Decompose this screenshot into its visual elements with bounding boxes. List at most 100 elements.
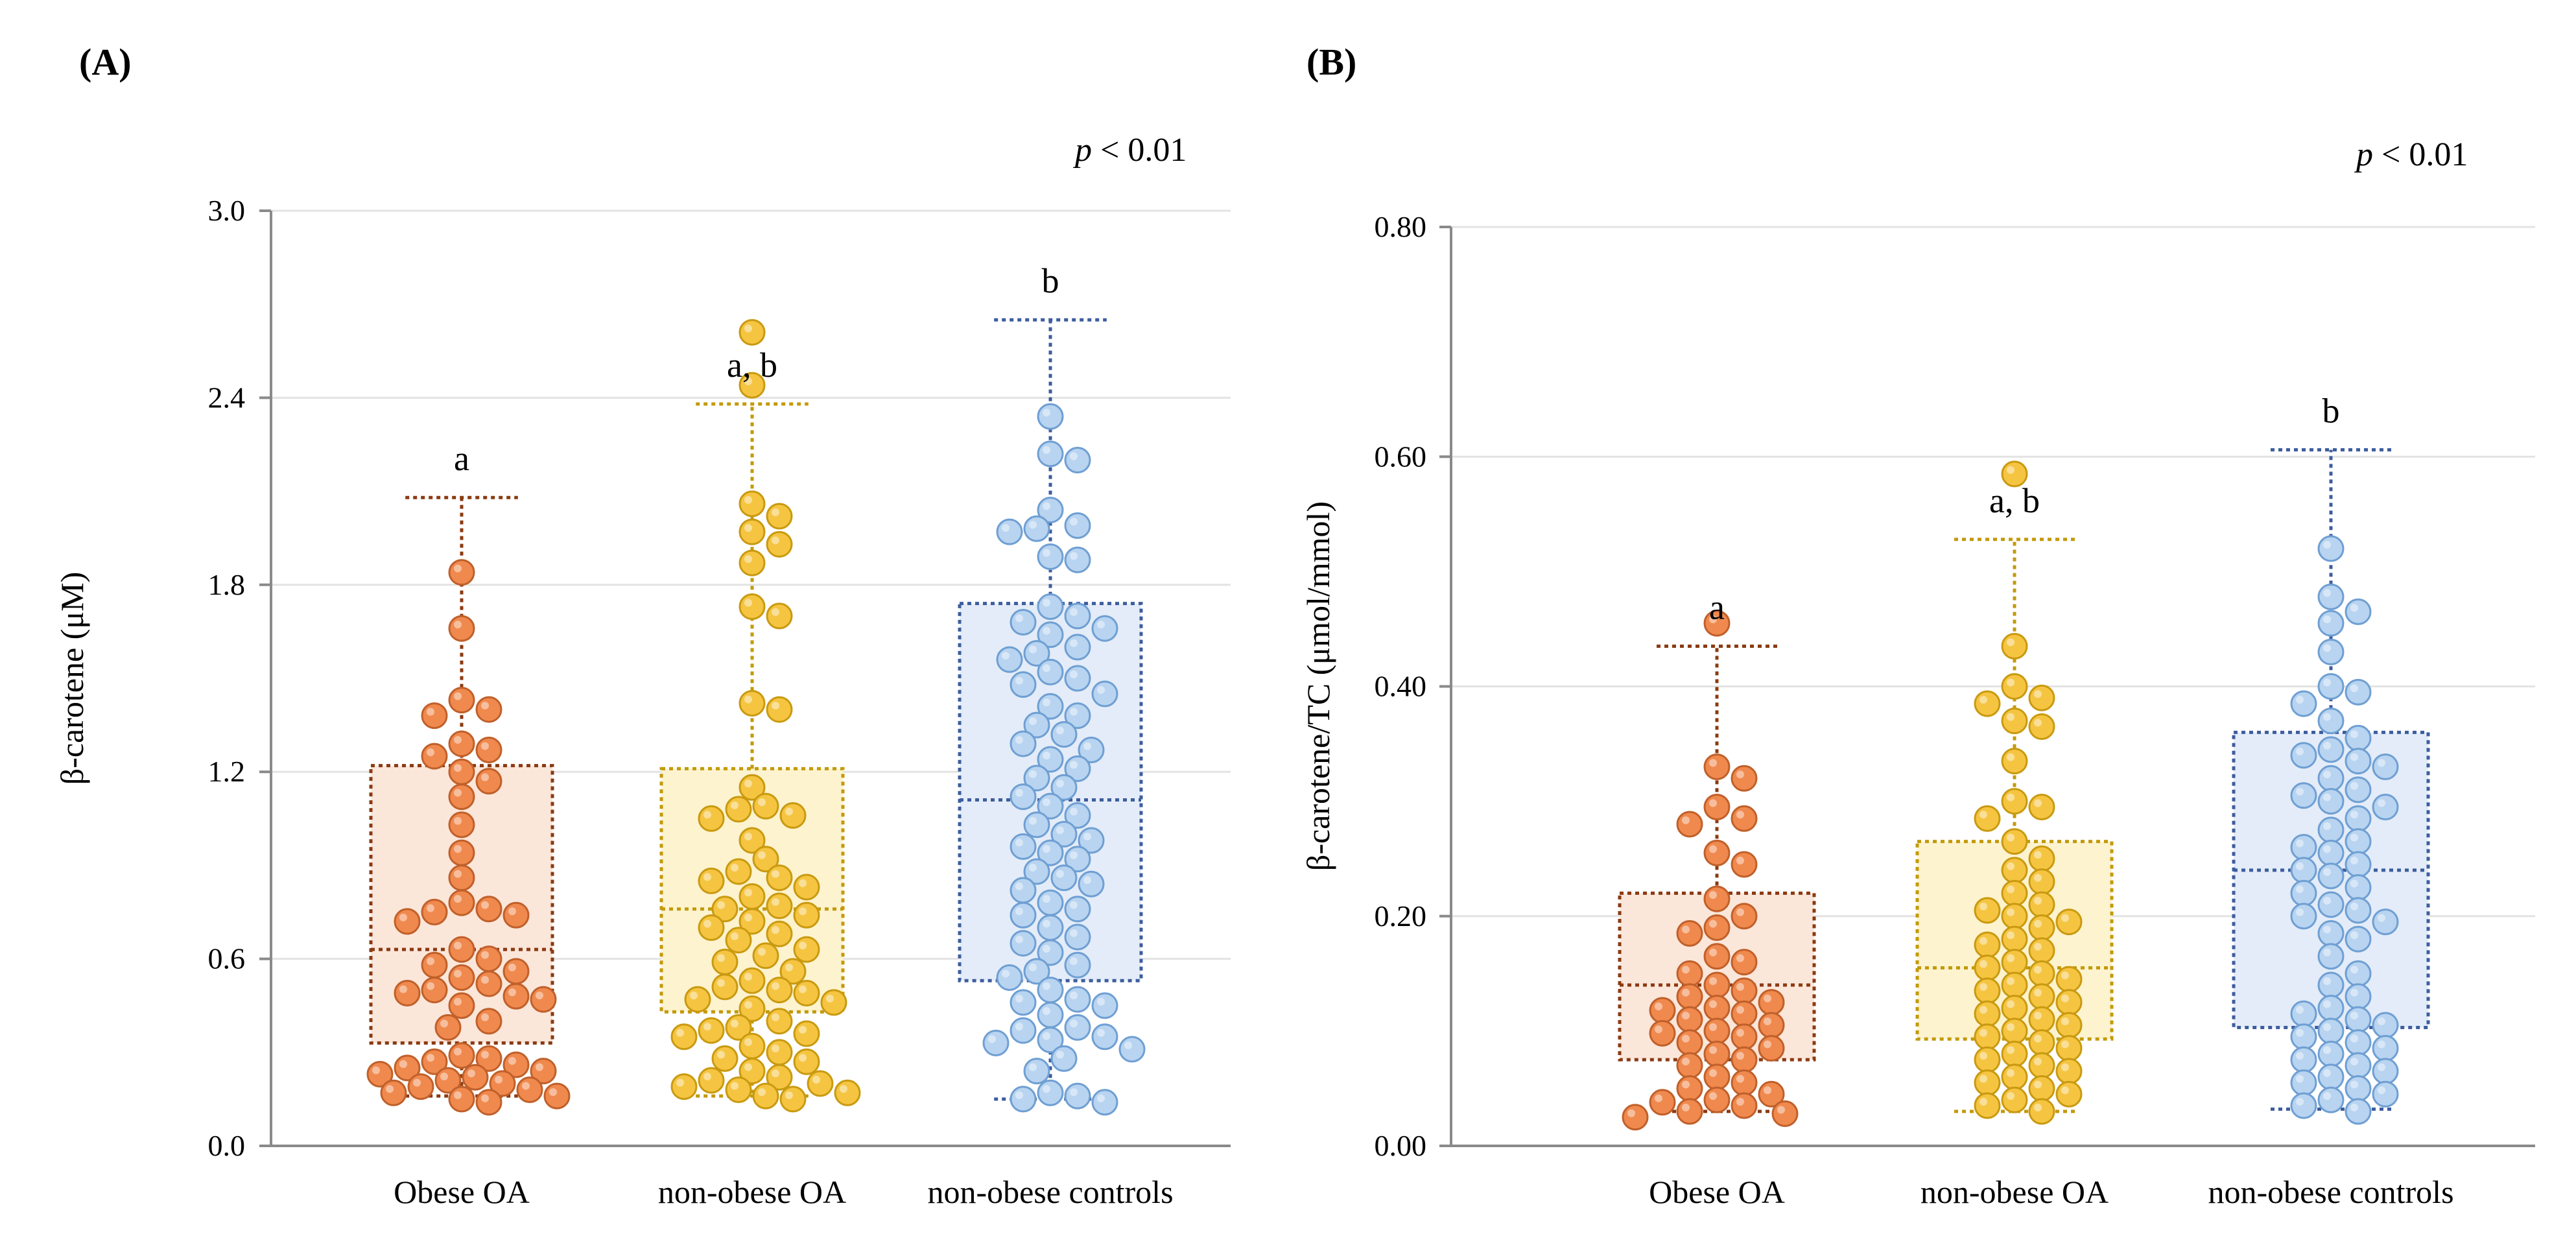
data-point-highlight	[2034, 1058, 2042, 1066]
y-tick-label: 0.20	[1375, 899, 1427, 933]
data-point	[1974, 931, 2001, 958]
data-point-highlight	[2350, 1058, 2358, 1066]
data-point-highlight	[2350, 604, 2358, 612]
data-point	[2317, 1040, 2345, 1067]
data-point-highlight	[454, 564, 462, 573]
data-point-highlight	[744, 695, 752, 704]
data-point-highlight	[2323, 678, 2331, 687]
data-point-highlight	[1015, 994, 1023, 1003]
data-point-highlight	[1043, 446, 1050, 454]
data-point	[739, 549, 766, 576]
data-point	[2028, 684, 2055, 711]
data-point	[2345, 874, 2372, 901]
data-point-highlight	[454, 997, 462, 1006]
data-point	[2055, 1012, 2083, 1039]
data-point	[1078, 827, 1105, 854]
p-value-annotation: p < 0.01	[2354, 136, 2468, 173]
data-point-highlight	[1070, 452, 1078, 460]
data-point-highlight	[758, 851, 766, 859]
data-point-highlight	[2323, 540, 2331, 549]
data-point	[1037, 1079, 1064, 1106]
data-point	[793, 901, 820, 929]
p-value-rest: < 0.01	[2373, 136, 2468, 173]
data-point	[2317, 1064, 2345, 1091]
data-point-highlight	[1043, 798, 1050, 807]
p-value-italic: p	[2354, 136, 2373, 173]
data-point	[2290, 833, 2317, 861]
data-point-highlight	[2034, 1103, 2042, 1111]
data-point	[2001, 1017, 2028, 1045]
data-point-highlight	[481, 901, 489, 909]
data-point-highlight	[1043, 698, 1050, 707]
data-point	[1064, 755, 1091, 782]
data-point-highlight	[1709, 1000, 1717, 1008]
data-point-highlight	[1056, 870, 1064, 878]
data-point-highlight	[744, 324, 752, 333]
data-point-highlight	[1979, 937, 1987, 945]
data-point-highlight	[1709, 845, 1717, 853]
data-point	[698, 914, 725, 942]
data-point	[834, 1079, 861, 1106]
data-point	[1050, 721, 1078, 748]
data-point-highlight	[1043, 664, 1050, 672]
data-point-highlight	[508, 1057, 516, 1065]
data-point	[1050, 774, 1078, 801]
data-point-highlight	[772, 536, 779, 545]
data-point-highlight	[1015, 907, 1023, 916]
data-point	[996, 518, 1023, 545]
data-point	[2345, 724, 2372, 752]
data-point	[2028, 983, 2055, 1010]
data-point-highlight	[2034, 897, 2042, 905]
data-point-highlight	[2034, 920, 2042, 928]
data-point	[421, 743, 448, 770]
data-point-highlight	[1979, 1052, 1987, 1060]
data-point	[779, 1086, 807, 1113]
data-point	[1676, 960, 1703, 987]
data-point-highlight	[1029, 963, 1037, 971]
data-point-highlight	[2034, 966, 2042, 974]
data-point	[475, 1008, 502, 1035]
data-point	[2317, 1086, 2345, 1113]
data-point	[380, 1079, 407, 1106]
data-point-highlight	[1709, 948, 1717, 957]
y-axis-label: β-carotene/TC (μmol/mmol)	[1300, 501, 1336, 871]
data-point	[1676, 920, 1703, 947]
data-point-highlight	[1043, 982, 1050, 990]
data-point	[739, 967, 766, 994]
data-point	[2317, 862, 2345, 890]
data-point	[475, 1089, 502, 1116]
data-point	[2345, 1052, 2372, 1079]
data-point-highlight	[2061, 971, 2069, 980]
data-point-highlight	[522, 1082, 530, 1090]
data-point-highlight	[1097, 686, 1105, 695]
data-point	[2028, 1052, 2055, 1079]
data-point	[434, 1067, 462, 1094]
data-point-highlight	[1979, 982, 1987, 991]
data-point-highlight	[2296, 696, 2304, 704]
data-point-highlight	[454, 969, 462, 978]
data-point	[1037, 939, 1064, 966]
data-point	[1758, 1034, 1785, 1062]
data-point-highlight	[2323, 1023, 2331, 1031]
data-point-highlight	[1083, 832, 1091, 840]
data-point-highlight	[454, 1091, 462, 1099]
data-point-highlight	[1043, 895, 1050, 903]
data-point-highlight	[481, 951, 489, 959]
data-point-highlight	[1070, 517, 1078, 526]
data-point-highlight	[785, 807, 793, 816]
data-point	[725, 1014, 752, 1041]
data-point	[2317, 971, 2345, 999]
data-point	[793, 1048, 820, 1075]
data-point-highlight	[799, 1025, 807, 1034]
data-point-highlight	[1043, 549, 1050, 557]
data-point	[766, 892, 793, 920]
data-point-highlight	[1736, 1028, 1744, 1037]
data-point-highlight	[1736, 770, 1744, 779]
data-point-highlight	[1070, 639, 1078, 647]
data-point-highlight	[2296, 787, 2304, 796]
data-point	[2290, 903, 2317, 930]
data-point	[1731, 977, 1758, 1004]
data-point	[1731, 851, 1758, 878]
data-point-highlight	[2323, 615, 2331, 624]
